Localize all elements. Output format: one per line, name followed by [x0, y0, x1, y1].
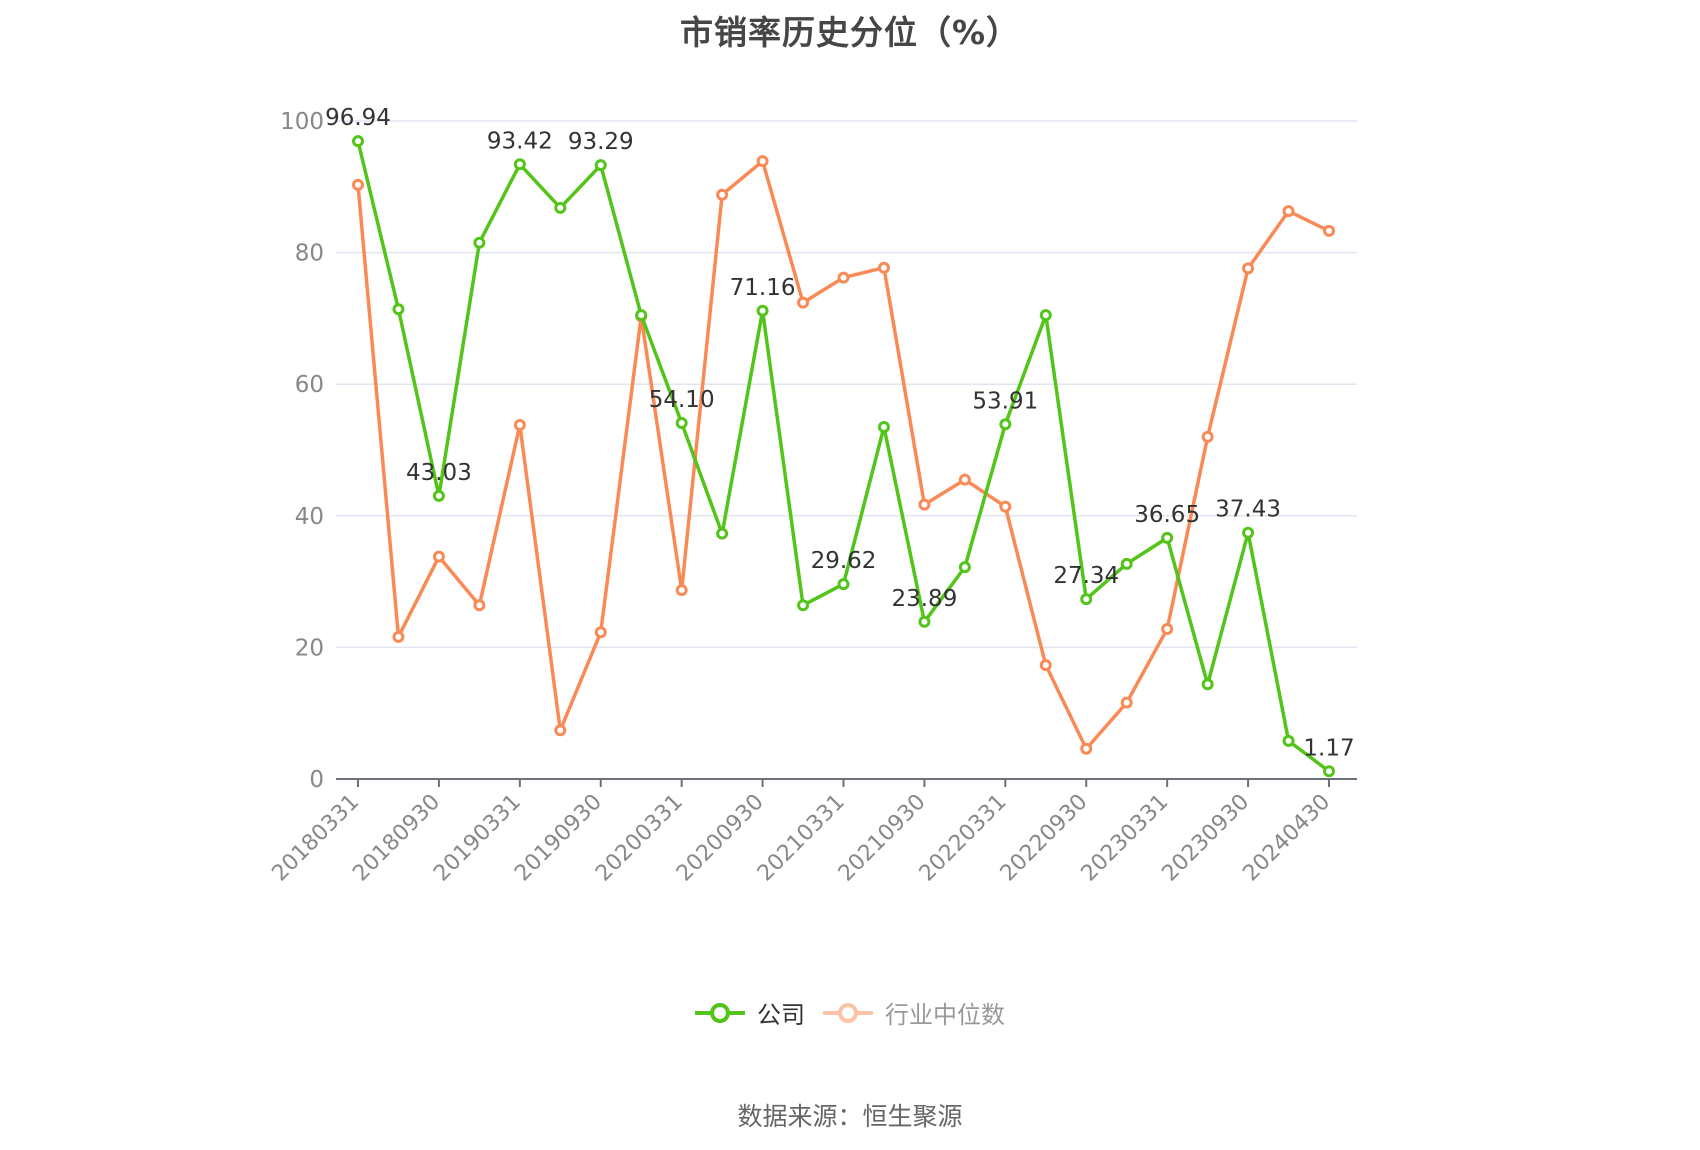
x-tick-label: 20190331 [429, 790, 526, 887]
data-point[interactable] [675, 584, 688, 597]
data-point[interactable] [1282, 734, 1295, 747]
x-tick-label: 20210331 [753, 790, 850, 887]
data-point[interactable] [594, 159, 607, 172]
y-tick-label: 80 [295, 241, 324, 267]
x-tick-label: 20230930 [1157, 790, 1254, 887]
series-line [356, 159, 1330, 751]
y-tick-label: 100 [280, 109, 324, 135]
series-company: 96.94 43.03 93.42 93.29 54.10 71.16 29.62 23.89… [325, 105, 1355, 778]
data-point[interactable] [1039, 309, 1052, 322]
data-point[interactable] [837, 578, 850, 591]
data-point[interactable] [756, 155, 769, 168]
data-point[interactable] [392, 630, 405, 643]
data-point[interactable] [594, 626, 607, 639]
data-point[interactable] [1242, 526, 1255, 539]
data-point[interactable] [1323, 224, 1335, 237]
data-point[interactable] [716, 188, 729, 201]
data-label: 53.91 [972, 388, 1038, 414]
data-point[interactable] [473, 599, 486, 612]
x-tick-label: 20180331 [267, 790, 364, 887]
data-point[interactable] [918, 615, 931, 628]
data-point[interactable] [877, 261, 890, 274]
data-point[interactable] [1161, 622, 1174, 635]
x-tick-label: 20230331 [1077, 790, 1174, 887]
data-point[interactable] [1120, 696, 1133, 709]
data-label: 23.89 [891, 586, 957, 612]
data-label: 29.62 [811, 548, 877, 574]
data-label: 1.17 [1303, 735, 1354, 761]
data-source: 数据来源：恒生聚源 [737, 1102, 963, 1131]
data-point[interactable] [1039, 659, 1052, 672]
x-tick-label: 20180930 [348, 790, 445, 887]
x-tick-label: 20220331 [915, 790, 1012, 887]
legend-item-industry[interactable]: 行业中位数 [823, 995, 1005, 1030]
data-point[interactable] [554, 724, 567, 737]
legend-label-industry: 行业中位数 [885, 1001, 1005, 1029]
series-line [356, 140, 1331, 773]
series-industry [352, 155, 1335, 755]
company-line-icon [695, 1002, 745, 1023]
data-point[interactable] [1201, 678, 1214, 691]
x-tick-label: 20240430 [1238, 790, 1335, 887]
data-point[interactable] [352, 178, 364, 191]
data-point[interactable] [1080, 593, 1093, 606]
data-point[interactable] [554, 201, 567, 214]
data-label: 93.42 [487, 128, 553, 154]
data-point[interactable] [1161, 531, 1174, 544]
data-point[interactable] [1242, 262, 1255, 275]
x-tick-label: 20220930 [996, 790, 1093, 887]
data-point[interactable] [352, 135, 364, 148]
data-point[interactable] [392, 303, 405, 316]
data-point[interactable] [635, 309, 648, 322]
data-point[interactable] [1282, 205, 1295, 218]
chart-title: 市销率历史分位（%） [679, 13, 1021, 52]
legend: 公司 行业中位数 [0, 995, 1700, 1030]
y-tick-label: 0 [309, 767, 324, 793]
data-point[interactable] [1323, 765, 1335, 778]
data-point[interactable] [473, 236, 486, 249]
data-label: 93.29 [568, 129, 634, 155]
data-label: 54.10 [649, 387, 715, 413]
y-tick-label: 20 [295, 635, 324, 661]
data-point[interactable] [1201, 430, 1214, 443]
data-label: 43.03 [406, 460, 472, 486]
data-point[interactable] [958, 473, 971, 486]
data-point[interactable] [1120, 557, 1133, 570]
data-point[interactable] [797, 296, 810, 309]
legend-item-company[interactable]: 公司 [695, 995, 805, 1030]
data-label: 37.43 [1215, 497, 1281, 523]
data-point[interactable] [432, 489, 445, 502]
data-label: 27.34 [1053, 563, 1119, 589]
data-point[interactable] [918, 498, 931, 511]
data-point[interactable] [675, 417, 688, 430]
data-point[interactable] [513, 418, 526, 431]
data-point[interactable] [432, 550, 445, 563]
x-tick-label: 20210930 [834, 790, 931, 887]
data-point[interactable] [877, 420, 890, 433]
y-tick-label: 40 [295, 504, 324, 530]
x-tick-label: 20200930 [672, 790, 769, 887]
x-tick-label: 20200331 [591, 790, 688, 887]
y-tick-label: 60 [295, 372, 324, 398]
data-point[interactable] [999, 500, 1012, 513]
data-point[interactable] [837, 271, 850, 284]
data-label: 96.94 [325, 105, 391, 131]
data-point[interactable] [999, 418, 1012, 431]
x-tick-label: 20190930 [510, 790, 607, 887]
data-label: 71.16 [730, 275, 796, 301]
data-point[interactable] [797, 599, 810, 612]
data-point[interactable] [1080, 742, 1093, 755]
legend-label-company: 公司 [757, 1001, 805, 1029]
data-point[interactable] [958, 561, 971, 574]
industry-line-icon [823, 1002, 873, 1023]
data-point[interactable] [716, 527, 729, 540]
data-point[interactable] [513, 158, 526, 171]
data-label: 36.65 [1134, 502, 1200, 528]
data-point[interactable] [756, 304, 769, 317]
